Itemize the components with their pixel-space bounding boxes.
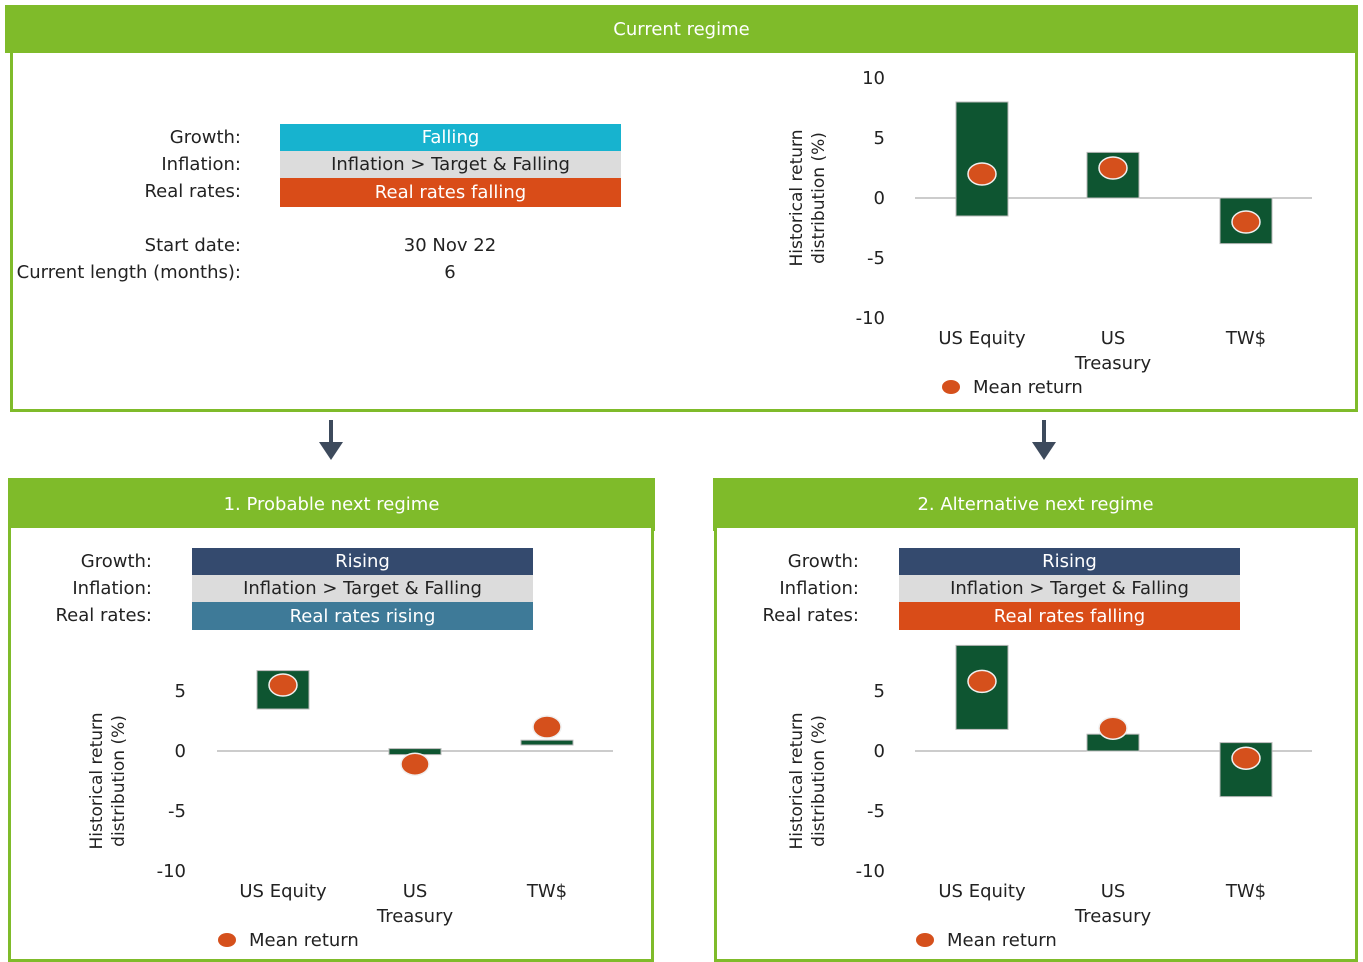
x-tick-label: TW$ [1225,328,1266,349]
probable-inflation-value: Inflation > Target & Falling [192,575,533,602]
y-axis-label: Historical return distribution (%) [787,129,829,266]
x-tick-label: US Equity [239,881,327,902]
y-tick-label: -10 [856,308,885,329]
y-tick-label: -5 [867,248,885,269]
y-tick-label: 0 [175,741,186,762]
current-length-value: 6 [444,262,456,283]
mean-marker [1098,156,1128,180]
x-tick-label: Treasury [1074,353,1152,374]
alternative-realrates-value: Real rates falling [899,602,1240,630]
x-tick-label: TW$ [526,881,567,902]
current-regime-chart: Historical return distribution (%) 10 5 0 -5 -… [787,68,1312,398]
start-date-label: Start date: [144,235,241,256]
alternative-inflation-value: Inflation > Target & Falling [899,575,1240,602]
x-tick-label: US Equity [938,328,1026,349]
range-bar [955,101,1009,217]
probable-regime-chart: Historical return distribution (%) 5 0 -5 -10… [87,670,613,951]
y-tick-label: -5 [867,801,885,822]
mean-marker [967,669,997,694]
arrow-down-icon [1032,420,1056,460]
mean-marker [268,673,298,697]
legend-label: Mean return [947,930,1057,951]
probable-inflation-label: Inflation: [72,578,152,599]
y-tick-label: 5 [175,681,186,702]
y-tick-label: -10 [856,861,885,882]
probable-realrates-value: Real rates rising [192,602,533,630]
mean-marker [1098,716,1128,740]
y-tick-label: 5 [874,128,885,149]
start-date-value: 30 Nov 22 [403,235,497,256]
current-inflation-value: Inflation > Target & Falling [280,151,621,178]
alternative-regime-header: 2. Alternative next regime [713,478,1358,531]
current-regime-panel [10,50,1358,412]
mean-marker [532,715,562,739]
current-growth-value: Falling [280,124,621,151]
y-tick-label: 0 [874,188,885,209]
alternative-inflation-label: Inflation: [779,578,859,599]
mean-marker [1231,210,1261,234]
probable-regime-header: 1. Probable next regime [8,478,655,531]
x-tick-label: Treasury [1074,906,1152,927]
probable-growth-value: Rising [192,548,533,575]
current-growth-label: Growth: [169,127,241,148]
alternative-realrates-label: Real rates: [762,605,859,626]
y-tick-label: 5 [874,681,885,702]
legend-marker [218,933,236,947]
alternative-regime-title: 2. Alternative next regime [917,494,1154,515]
mean-marker [400,752,430,776]
y-tick-label: -5 [168,801,186,822]
probable-realrates-label: Real rates: [55,605,152,626]
legend-marker [916,933,934,947]
current-regime-title: Current regime [613,18,750,40]
y-axis-label: Historical return distribution (%) [787,712,829,849]
alternative-regime-chart: Historical return distribution (%) 5 0 -5 -10… [787,644,1312,951]
mean-marker [967,162,997,186]
legend-marker [942,380,960,394]
legend-label: Mean return [973,377,1083,398]
y-tick-label: 0 [874,741,885,762]
x-tick-label: US [1101,881,1126,902]
alternative-growth-label: Growth: [787,551,859,572]
y-tick-label: 10 [862,68,885,89]
x-tick-label: Treasury [376,906,454,927]
x-tick-label: US Equity [938,881,1026,902]
arrow-down-icon [319,420,343,460]
mean-marker [1231,746,1261,770]
legend-label: Mean return [249,930,359,951]
x-tick-label: US [403,881,428,902]
current-realrates-label: Real rates: [144,181,241,202]
current-realrates-value: Real rates falling [280,178,621,207]
x-tick-label: TW$ [1225,881,1266,902]
current-regime-header: Current regime [5,5,1358,53]
probable-regime-title: 1. Probable next regime [223,494,440,515]
alternative-growth-value: Rising [899,548,1240,575]
y-axis-label: Historical return distribution (%) [87,712,129,849]
current-inflation-label: Inflation: [161,154,241,175]
x-tick-label: US [1101,328,1126,349]
range-bar [520,739,574,746]
current-length-label: Current length (months): [16,262,241,283]
y-tick-label: -10 [157,861,186,882]
probable-growth-label: Growth: [80,551,152,572]
